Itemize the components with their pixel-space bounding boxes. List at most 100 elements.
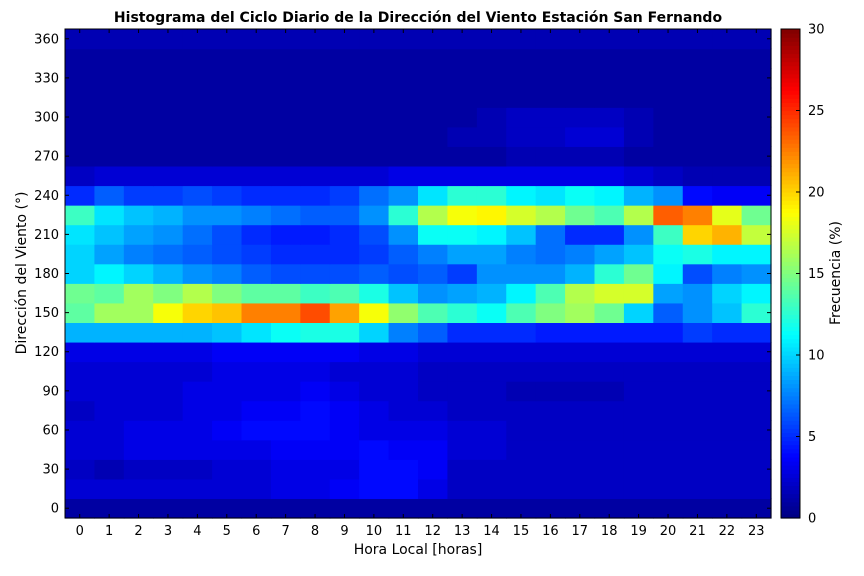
heat-cell xyxy=(565,87,596,108)
colorbar-segment xyxy=(781,269,800,275)
heat-cell xyxy=(388,205,419,226)
heat-cell xyxy=(388,381,419,402)
heat-cell xyxy=(594,126,625,147)
heat-cell xyxy=(535,87,566,108)
heat-cell xyxy=(418,498,449,519)
heat-cell xyxy=(476,224,507,245)
heat-cell xyxy=(682,87,713,108)
heat-cell xyxy=(182,205,213,226)
heat-cell xyxy=(94,224,125,245)
heat-cell xyxy=(741,459,772,480)
heat-cell xyxy=(123,165,154,187)
colorbar-segment xyxy=(781,399,800,405)
colorbar-segment xyxy=(781,228,800,234)
heat-cell xyxy=(506,224,537,245)
heat-cell xyxy=(241,224,272,245)
heat-cell xyxy=(476,263,507,284)
heat-cell xyxy=(594,322,625,343)
heat-cell xyxy=(712,478,743,500)
colorbar-segment xyxy=(781,273,800,279)
heat-cell xyxy=(682,341,713,363)
colorbar-segment xyxy=(781,416,800,421)
heat-cell xyxy=(682,439,713,460)
colorbar-segment xyxy=(781,29,800,34)
heat-cell xyxy=(300,341,331,363)
heat-cell xyxy=(123,87,154,108)
heat-cell xyxy=(212,48,243,69)
heat-cell xyxy=(506,146,537,167)
heat-cell xyxy=(712,29,743,50)
heat-cell xyxy=(329,205,360,226)
heat-cell xyxy=(65,322,96,343)
y-tick-label: 330 xyxy=(34,71,59,86)
heat-cell xyxy=(241,341,272,363)
y-tick-label: 180 xyxy=(34,267,59,282)
colorbar-segment xyxy=(781,281,800,287)
colorbar-segment xyxy=(781,420,800,425)
x-tick-label: 12 xyxy=(424,524,441,539)
heat-cell xyxy=(712,48,743,69)
heat-cell xyxy=(682,302,713,323)
colorbar-segment xyxy=(781,45,800,50)
heat-cell xyxy=(65,459,96,480)
heat-cell xyxy=(447,459,478,480)
heat-cell xyxy=(653,322,684,343)
heat-cell xyxy=(623,459,654,480)
heat-cell xyxy=(212,107,243,128)
heat-cell xyxy=(712,361,743,382)
heat-cell xyxy=(241,283,272,304)
heat-cell xyxy=(241,244,272,265)
heat-cell xyxy=(300,185,331,206)
heat-cell xyxy=(359,48,390,69)
heat-cell xyxy=(270,322,301,343)
heat-cell xyxy=(300,361,331,382)
heat-cell xyxy=(682,400,713,421)
colorbar-segment xyxy=(781,192,800,197)
heat-cell xyxy=(123,459,154,480)
heat-cell xyxy=(447,68,478,89)
heat-cell xyxy=(418,68,449,89)
heat-cell xyxy=(65,29,96,50)
heat-cell xyxy=(153,478,184,500)
heat-cell xyxy=(388,498,419,519)
heat-cell xyxy=(476,205,507,226)
x-tick-label: 8 xyxy=(311,524,319,539)
y-tick-label: 300 xyxy=(34,111,59,126)
colorbar-ticks: 0 5 10 15 20 25 30 xyxy=(796,23,825,527)
heat-cell xyxy=(153,341,184,363)
heat-cell xyxy=(300,29,331,50)
heat-cell xyxy=(741,400,772,421)
heat-cell xyxy=(182,361,213,382)
heat-cell xyxy=(506,185,537,206)
heat-cell xyxy=(241,478,272,500)
heat-cell xyxy=(241,322,272,343)
heat-cell xyxy=(653,146,684,167)
heat-cell xyxy=(565,283,596,304)
heat-cell xyxy=(741,478,772,500)
heat-cell xyxy=(94,322,125,343)
heat-cell xyxy=(270,107,301,128)
x-tick-label: 3 xyxy=(164,524,172,539)
heat-cell xyxy=(153,185,184,206)
heat-cell xyxy=(653,283,684,304)
colorbar-segment xyxy=(781,183,800,189)
heat-cell xyxy=(535,361,566,382)
colorbar-segment xyxy=(781,481,800,486)
heat-cell xyxy=(94,87,125,108)
heat-cell xyxy=(300,420,331,441)
heat-cell xyxy=(506,459,537,480)
colorbar-segment xyxy=(781,391,800,397)
heat-cell xyxy=(153,244,184,265)
heat-cell xyxy=(123,107,154,128)
heat-cell xyxy=(241,400,272,421)
heat-cell xyxy=(212,244,243,265)
heat-cell xyxy=(506,381,537,402)
heat-cell xyxy=(388,185,419,206)
colorbar-segment xyxy=(781,167,800,173)
colorbar-segment xyxy=(781,200,800,205)
y-tick-label: 30 xyxy=(42,463,59,478)
heat-cell xyxy=(594,302,625,323)
heat-cell xyxy=(447,341,478,363)
colorbar-segment xyxy=(781,249,800,254)
heat-cell xyxy=(594,185,625,206)
